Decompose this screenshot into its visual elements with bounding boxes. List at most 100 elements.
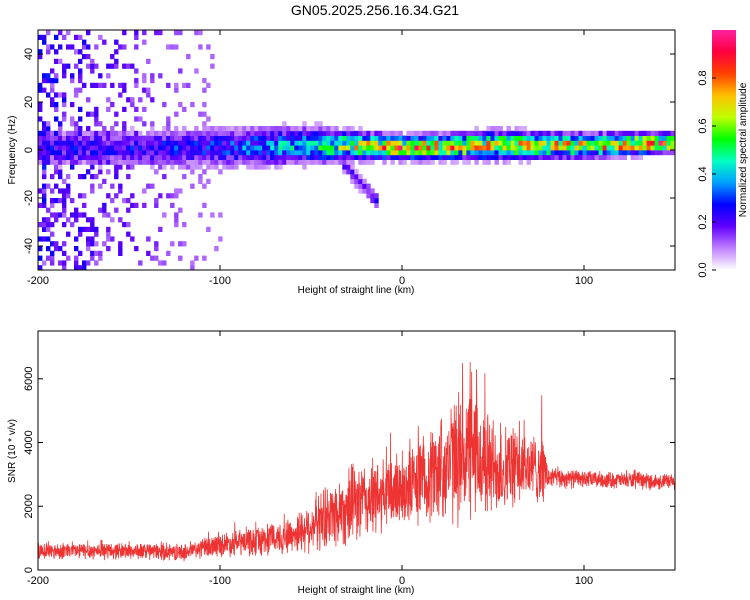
- heatmap-cell: [278, 154, 283, 160]
- heatmap-cell: [470, 145, 475, 151]
- heatmap-cell: [478, 150, 483, 156]
- heatmap-cell: [90, 63, 95, 69]
- heatmap-cell: [322, 126, 327, 132]
- heatmap-cell: [410, 150, 415, 156]
- heatmap-cell: [354, 178, 359, 184]
- heatmap-cell: [142, 154, 147, 160]
- heatmap-cell: [66, 159, 71, 165]
- heatmap-cell: [234, 159, 239, 165]
- y-tick-label: -40: [23, 238, 35, 254]
- heatmap-cell: [62, 159, 67, 165]
- heatmap-cell: [326, 154, 331, 160]
- heatmap-cell: [438, 159, 443, 165]
- heatmap-cell: [110, 140, 115, 146]
- heatmap-cell: [506, 126, 511, 132]
- heatmap-cell: [182, 126, 187, 132]
- heatmap-cell: [194, 154, 199, 160]
- heatmap-cell: [50, 78, 55, 84]
- heatmap-cell: [414, 159, 419, 165]
- heatmap-cell: [386, 154, 391, 160]
- heatmap-cell: [178, 30, 183, 36]
- heatmap-cell: [62, 212, 67, 218]
- x-tick-label: 0: [399, 575, 405, 587]
- heatmap-cell: [362, 135, 367, 141]
- heatmap-cell: [182, 130, 187, 136]
- heatmap-cell: [322, 154, 327, 160]
- heatmap-cell: [70, 121, 75, 127]
- heatmap-cell: [82, 145, 87, 151]
- heatmap-cell: [102, 126, 107, 132]
- heatmap-cell: [258, 145, 263, 151]
- heatmap-cell: [590, 145, 595, 151]
- heatmap-cell: [386, 140, 391, 146]
- heatmap-cell: [478, 140, 483, 146]
- heatmap-cell: [434, 140, 439, 146]
- heatmap-cell: [510, 135, 515, 141]
- heatmap-cell: [230, 159, 235, 165]
- heatmap-cell: [54, 102, 59, 108]
- heatmap-cell: [550, 150, 555, 156]
- heatmap-cell: [106, 73, 111, 79]
- heatmap-cell: [250, 164, 255, 170]
- heatmap-cell: [102, 130, 107, 136]
- heatmap-cell: [198, 159, 203, 165]
- heatmap-cell: [266, 159, 271, 165]
- heatmap-cell: [474, 140, 479, 146]
- heatmap-cell: [74, 135, 79, 141]
- heatmap-cell: [474, 150, 479, 156]
- heatmap-cell: [54, 58, 59, 64]
- heatmap-cell: [282, 135, 287, 141]
- heatmap-cell: [642, 135, 647, 141]
- heatmap-cell: [626, 140, 631, 146]
- heatmap-cell: [218, 135, 223, 141]
- heatmap-cell: [150, 145, 155, 151]
- heatmap-cell: [390, 130, 395, 136]
- heatmap-cell: [478, 145, 483, 151]
- heatmap-cell: [330, 154, 335, 160]
- heatmap-cell: [58, 126, 63, 132]
- heatmap-cell: [446, 135, 451, 141]
- heatmap-cell: [266, 130, 271, 136]
- heatmap-cell: [134, 44, 139, 50]
- heatmap-cell: [230, 154, 235, 160]
- heatmap-cell: [574, 150, 579, 156]
- heatmap-cell: [118, 44, 123, 50]
- heatmap-cell: [622, 130, 627, 136]
- heatmap-cell: [526, 150, 531, 156]
- heatmap-cell: [306, 130, 311, 136]
- heatmap-cell: [578, 150, 583, 156]
- heatmap-cell: [130, 63, 135, 69]
- heatmap-cell: [422, 140, 427, 146]
- heatmap-cell: [150, 130, 155, 136]
- heatmap-cell: [262, 126, 267, 132]
- heatmap-cell: [94, 226, 99, 232]
- heatmap-cell: [150, 121, 155, 127]
- heatmap-cell: [370, 135, 375, 141]
- heatmap-cell: [42, 135, 47, 141]
- heatmap-cell: [86, 63, 91, 69]
- heatmap-cell: [182, 82, 187, 88]
- heatmap-cell: [142, 73, 147, 79]
- heatmap-cell: [514, 140, 519, 146]
- heatmap-cell: [370, 154, 375, 160]
- heatmap-cell: [214, 130, 219, 136]
- heatmap-cell: [454, 145, 459, 151]
- heatmap-cell: [414, 150, 419, 156]
- heatmap-cell: [90, 188, 95, 194]
- heatmap-cell: [170, 241, 175, 247]
- heatmap-cell: [470, 140, 475, 146]
- heatmap-cell: [362, 140, 367, 146]
- heatmap-cell: [210, 126, 215, 132]
- heatmap-cell: [38, 255, 43, 261]
- heatmap-cell: [354, 140, 359, 146]
- heatmap-cell: [182, 174, 187, 180]
- heatmap-cell: [458, 145, 463, 151]
- heatmap-cell: [610, 140, 615, 146]
- heatmap-cell: [502, 140, 507, 146]
- heatmap-cell: [634, 140, 639, 146]
- colorbar-label: Normalized spectral amplitude: [738, 82, 749, 217]
- heatmap-cell: [78, 135, 83, 141]
- heatmap-cell: [126, 222, 131, 228]
- heatmap-cell: [666, 135, 671, 141]
- heatmap-cell: [194, 140, 199, 146]
